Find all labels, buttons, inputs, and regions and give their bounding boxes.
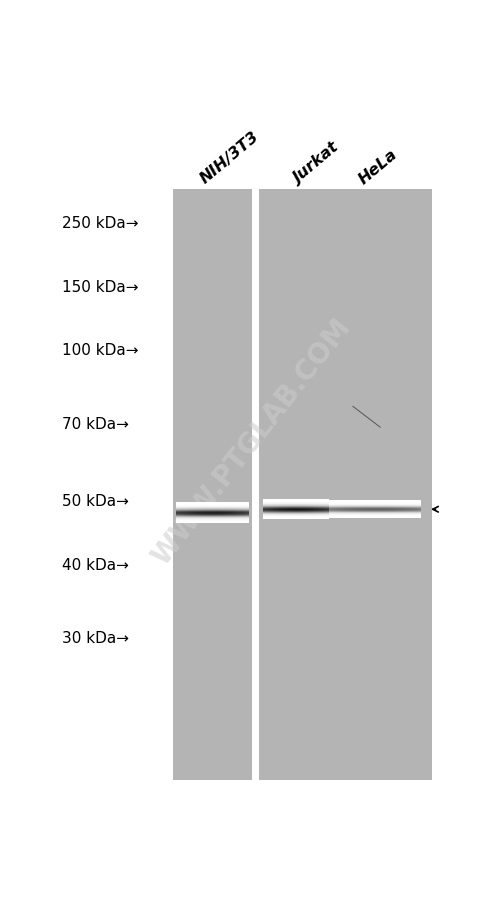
Text: HeLa: HeLa bbox=[356, 146, 400, 187]
Text: 50 kDa→: 50 kDa→ bbox=[62, 493, 129, 508]
Text: Jurkat: Jurkat bbox=[291, 141, 342, 187]
Text: 70 kDa→: 70 kDa→ bbox=[62, 417, 129, 432]
Text: 100 kDa→: 100 kDa→ bbox=[62, 343, 139, 357]
Text: 150 kDa→: 150 kDa→ bbox=[62, 280, 139, 295]
Text: 30 kDa→: 30 kDa→ bbox=[62, 630, 129, 645]
Text: 40 kDa→: 40 kDa→ bbox=[62, 557, 129, 572]
Text: WWW.PTGLAB.COM: WWW.PTGLAB.COM bbox=[147, 313, 356, 570]
Bar bbox=[260, 190, 432, 780]
Bar bbox=[173, 190, 252, 780]
Text: 250 kDa→: 250 kDa→ bbox=[62, 216, 139, 230]
Text: NIH/3T3: NIH/3T3 bbox=[197, 129, 262, 187]
